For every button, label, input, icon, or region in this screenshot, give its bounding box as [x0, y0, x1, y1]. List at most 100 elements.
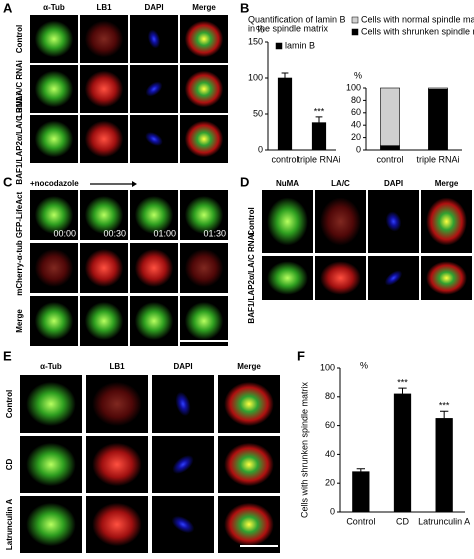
y-tick-label: 0 — [356, 144, 361, 154]
row-label: BAF1/LAP2α/LA/C RNAi — [247, 232, 256, 323]
y-tick-label: 80 — [325, 391, 335, 401]
x-tick-label: triple RNAi — [297, 154, 340, 164]
cell-signal — [84, 20, 124, 58]
bar — [435, 418, 453, 513]
column-label: α-Tub — [43, 3, 65, 12]
legend-label: Cells with shrunken spindle matrix — [361, 26, 474, 36]
x-tick-label: triple RNAi — [416, 154, 459, 164]
panel-letter: B — [240, 0, 249, 15]
column-label: LB1 — [96, 3, 112, 12]
column-label: Merge — [192, 3, 216, 12]
timestamp: 00:00 — [53, 228, 76, 238]
y-tick-label: 60 — [325, 420, 335, 430]
bar — [380, 87, 400, 146]
panel-letter: A — [3, 0, 13, 15]
timestamp: 01:00 — [153, 228, 176, 238]
cell-signal — [84, 120, 124, 158]
column-label: NuMA — [276, 179, 299, 188]
chromatin — [147, 29, 161, 49]
arrow-head — [132, 181, 137, 187]
legend-swatch — [275, 42, 283, 50]
error-bar — [315, 116, 323, 123]
significance: *** — [397, 378, 408, 388]
y-tick-label: 100 — [346, 82, 361, 92]
cell-signal — [34, 70, 74, 108]
error-bar — [281, 72, 289, 78]
chromatin — [175, 391, 191, 417]
cell-signal — [134, 302, 174, 340]
chart-title: in the spindle matrix — [248, 23, 329, 33]
legend-label: lamin B — [285, 40, 315, 50]
error-bar — [440, 410, 449, 419]
row-label: LB1/LA/C RNAi — [15, 60, 24, 118]
bar — [393, 393, 412, 513]
bar — [277, 77, 293, 151]
bar — [428, 87, 448, 90]
chromatin — [385, 211, 402, 232]
row-label: Control — [247, 207, 256, 235]
legend-label: Cells with normal spindle matrix — [361, 14, 474, 24]
cell-signal — [34, 196, 74, 234]
cell-signal — [92, 442, 142, 487]
y-tick-label: 100 — [248, 72, 263, 82]
chromatin — [145, 81, 163, 97]
cell-signal — [267, 261, 308, 295]
panel-letter: E — [3, 348, 12, 363]
cell-signal — [184, 196, 224, 234]
cell-signal — [184, 70, 224, 108]
chart-title: Quantification of lamin B — [248, 14, 346, 24]
cell-signal — [84, 196, 124, 234]
cell-signal — [26, 381, 76, 427]
panel-letter: C — [3, 174, 13, 189]
cell-signal — [134, 196, 174, 234]
y-tick-label: 60 — [351, 107, 361, 117]
cell-signal — [267, 197, 308, 246]
column-label: DAPI — [384, 179, 403, 188]
column-label: DAPI — [144, 3, 163, 12]
cell-signal — [426, 197, 467, 246]
cell-signal — [26, 442, 76, 487]
x-tick-label: Latrunculin A — [418, 516, 470, 526]
error-bar — [356, 468, 365, 472]
column-label: LA/C — [331, 179, 350, 188]
cell-signal — [184, 249, 224, 287]
y-tick-label: 20 — [325, 478, 335, 488]
significance: *** — [314, 106, 325, 116]
column-label: DAPI — [173, 362, 192, 371]
x-tick-label: control — [376, 154, 403, 164]
cell-signal — [34, 249, 74, 287]
y-axis-label: Cells with shrunken spindle matrix — [299, 381, 309, 518]
y-tick-label: 20 — [351, 132, 361, 142]
bar — [380, 145, 400, 151]
legend-swatch — [351, 28, 359, 36]
row-label: CD — [5, 459, 14, 471]
y-tick-label: 40 — [325, 449, 335, 459]
y-unit: % — [360, 360, 368, 370]
cell-signal — [320, 261, 361, 295]
column-label: α-Tub — [40, 362, 62, 371]
row-label: GFP-LifeAct — [15, 192, 24, 239]
row-label: mCherry-α-tub — [15, 240, 24, 296]
y-tick-label: 40 — [351, 120, 361, 130]
cell-signal — [92, 502, 142, 547]
cell-signal — [184, 120, 224, 158]
timestamp: 01:30 — [203, 228, 226, 238]
cell-signal — [92, 381, 142, 427]
y-tick-label: 0 — [258, 144, 263, 154]
panel-letter: F — [297, 348, 305, 363]
significance: *** — [439, 401, 450, 411]
y-tick-label: 50 — [253, 108, 263, 118]
y-tick-label: 100 — [320, 362, 335, 372]
cell-signal — [84, 70, 124, 108]
cell-signal — [26, 502, 76, 547]
cell-signal — [224, 381, 274, 427]
cell-signal — [84, 302, 124, 340]
y-unit: % — [354, 70, 362, 80]
row-label: Control — [5, 390, 14, 418]
chromatin — [384, 270, 403, 286]
x-tick-label: control — [271, 154, 298, 164]
y-tick-label: 0 — [330, 506, 335, 516]
y-unit: % — [256, 24, 264, 34]
chromatin — [171, 515, 195, 534]
